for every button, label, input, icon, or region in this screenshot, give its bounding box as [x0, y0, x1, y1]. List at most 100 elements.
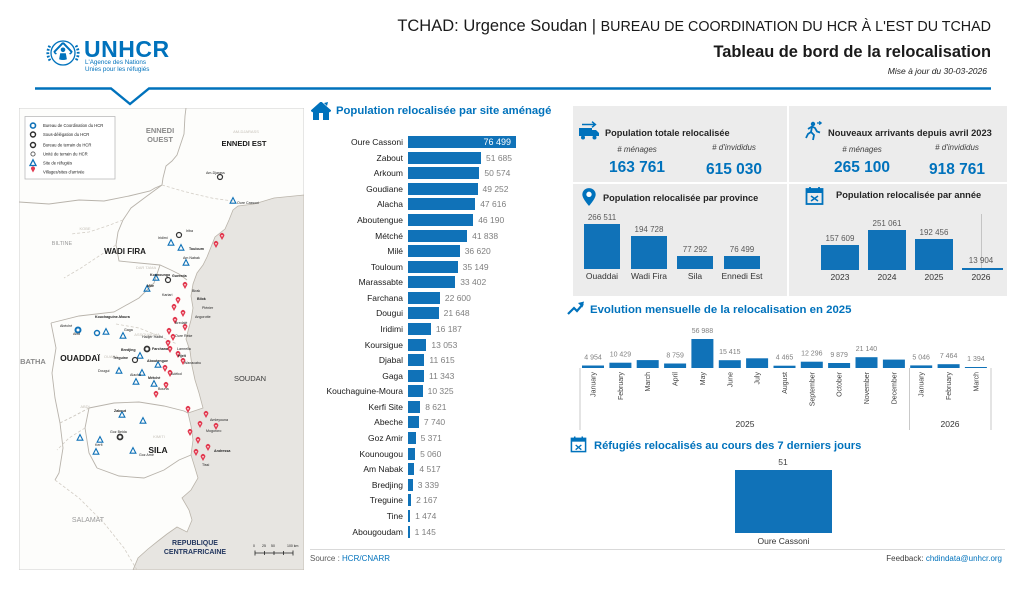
svg-text:January: January — [591, 372, 598, 397]
svg-text:100 km: 100 km — [287, 544, 299, 548]
svg-text:SOUDAN: SOUDAN — [234, 374, 266, 383]
svg-text:Am-Djarass: Am-Djarass — [206, 171, 225, 175]
svg-text:0: 0 — [253, 544, 255, 548]
svg-text:Goz Beida: Goz Beida — [110, 430, 127, 434]
svg-text:Bourta: Bourta — [158, 387, 169, 391]
svg-text:OUARA: OUARA — [104, 354, 119, 359]
svg-text:WADI FIRA: WADI FIRA — [104, 247, 146, 256]
svg-text:Tissi: Tissi — [202, 463, 209, 467]
svg-text:November: November — [864, 371, 871, 404]
svg-text:SALAMAT: SALAMAT — [72, 517, 105, 524]
svg-text:REPUBLIQUE: REPUBLIQUE — [172, 540, 218, 547]
svg-text:Alacha: Alacha — [130, 373, 141, 377]
svg-text:Dougui: Dougui — [98, 369, 110, 373]
svg-text:Hjelt: Hjelt — [178, 354, 187, 358]
svg-text:2026: 2026 — [941, 419, 960, 429]
svg-text:January: January — [919, 372, 926, 397]
svg-text:Treguine: Treguine — [113, 356, 128, 360]
svg-text:1 394: 1 394 — [967, 356, 985, 363]
svg-text:15 415: 15 415 — [719, 349, 741, 356]
svg-text:L'Agence des Nations: L'Agence des Nations — [85, 59, 146, 66]
svg-text:8 759: 8 759 — [666, 353, 684, 360]
svg-text:Oure Reke: Oure Reke — [175, 334, 192, 338]
svg-text:March: March — [973, 372, 980, 392]
svg-text:SILA: SILA — [148, 445, 167, 455]
svg-text:BATHA: BATHA — [20, 357, 46, 366]
svg-text:Villages/sites d'arrivée: Villages/sites d'arrivée — [43, 170, 85, 175]
svg-text:KOBE: KOBE — [79, 226, 90, 231]
svg-text:7 464: 7 464 — [940, 353, 958, 360]
svg-text:Abdi: Abdi — [73, 332, 80, 336]
svg-text:Hadjer Hadid: Hadjer Hadid — [142, 335, 163, 339]
svg-text:ASSOUNGHA: ASSOUNGHA — [134, 332, 160, 337]
svg-text:Guereda: Guereda — [172, 274, 188, 278]
svg-text:July: July — [755, 372, 762, 385]
svg-text:Iriba: Iriba — [186, 229, 193, 233]
svg-text:21 140: 21 140 — [856, 346, 878, 353]
svg-text:Kerfi: Kerfi — [95, 443, 103, 447]
svg-text:March: March — [645, 372, 652, 392]
svg-text:10 429: 10 429 — [610, 352, 632, 359]
svg-text:DAR TAMA: DAR TAMA — [136, 265, 157, 270]
svg-text:Bilok: Bilok — [197, 297, 206, 301]
svg-text:Sous-délégation du HCR: Sous-délégation du HCR — [43, 132, 89, 137]
svg-text:Touloum: Touloum — [189, 247, 204, 251]
svg-text:KIMITI: KIMITI — [153, 434, 165, 439]
svg-text:February: February — [946, 372, 953, 401]
svg-text:September: September — [809, 371, 816, 406]
svg-text:Bureau de Coordination du HCR: Bureau de Coordination du HCR — [43, 123, 103, 128]
svg-text:August: August — [782, 372, 789, 394]
svg-text:Bureau de terrain du HCR: Bureau de terrain du HCR — [43, 143, 91, 148]
svg-text:50: 50 — [271, 544, 275, 548]
svg-text:Unité de terrain du HCR: Unité de terrain du HCR — [43, 152, 88, 157]
svg-text:UNHCR: UNHCR — [84, 36, 170, 62]
svg-text:4 465: 4 465 — [776, 355, 794, 362]
svg-text:OUEST: OUEST — [147, 135, 173, 144]
svg-text:December: December — [891, 371, 898, 404]
svg-text:AM-DJARASS: AM-DJARASS — [233, 129, 259, 134]
svg-text:5 046: 5 046 — [912, 354, 930, 361]
svg-text:Birak: Birak — [192, 289, 200, 293]
svg-text:9 879: 9 879 — [830, 352, 848, 359]
svg-text:Abéché: Abéché — [60, 324, 72, 328]
svg-text:Farchana: Farchana — [152, 347, 169, 351]
svg-text:Mile: Mile — [147, 284, 154, 288]
svg-text:Aboutengue: Aboutengue — [147, 359, 168, 363]
svg-text:Kouchaguine-Moura: Kouchaguine-Moura — [95, 315, 131, 319]
svg-text:Oure Cassoni: Oure Cassoni — [237, 201, 259, 205]
svg-text:4 954: 4 954 — [584, 355, 602, 362]
svg-text:Gaga: Gaga — [124, 328, 133, 332]
svg-text:ABDI: ABDI — [80, 404, 89, 409]
svg-text:Bredalé: Bredalé — [175, 321, 187, 325]
svg-text:Kounoungo: Kounoungo — [150, 273, 171, 277]
svg-text:Andressa: Andressa — [214, 449, 231, 453]
svg-text:Angorotte: Angorotte — [195, 315, 211, 319]
svg-text:12 296: 12 296 — [801, 351, 823, 358]
svg-text:BILTINE: BILTINE — [52, 241, 73, 247]
svg-text:ENNEDI EST: ENNEDI EST — [221, 139, 266, 148]
svg-text:Bredjing: Bredjing — [121, 348, 136, 352]
svg-text:Am Nabak: Am Nabak — [183, 256, 200, 260]
svg-text:Goz Amir: Goz Amir — [139, 453, 155, 457]
svg-text:ENNEDI: ENNEDI — [146, 126, 174, 135]
svg-text:April: April — [673, 372, 680, 386]
svg-text:Zabout: Zabout — [114, 409, 127, 413]
svg-text:Kariari: Kariari — [162, 293, 173, 297]
svg-text:Unies pour les réfugiés: Unies pour les réfugiés — [85, 66, 149, 73]
svg-text:Amleyouna: Amleyouna — [210, 418, 228, 422]
svg-text:Adékol: Adékol — [171, 372, 182, 376]
svg-text:February: February — [618, 372, 625, 401]
svg-text:Métché: Métché — [148, 376, 160, 380]
svg-text:Lamrella: Lamrella — [177, 347, 191, 351]
svg-text:Plénier: Plénier — [202, 306, 214, 310]
svg-text:Mogororo: Mogororo — [206, 429, 221, 433]
svg-text:25: 25 — [262, 544, 266, 548]
svg-text:June: June — [727, 372, 734, 387]
svg-text:CENTRAFRICAINE: CENTRAFRICAINE — [164, 549, 227, 556]
svg-text:October: October — [837, 371, 844, 397]
svg-text:OUADDAÏ: OUADDAÏ — [60, 353, 100, 363]
svg-text:Site de réfugiés: Site de réfugiés — [43, 161, 72, 166]
svg-text:2025: 2025 — [736, 419, 755, 429]
svg-text:Wanacabu: Wanacabu — [184, 361, 201, 365]
svg-text:Iridimi: Iridimi — [158, 236, 168, 240]
